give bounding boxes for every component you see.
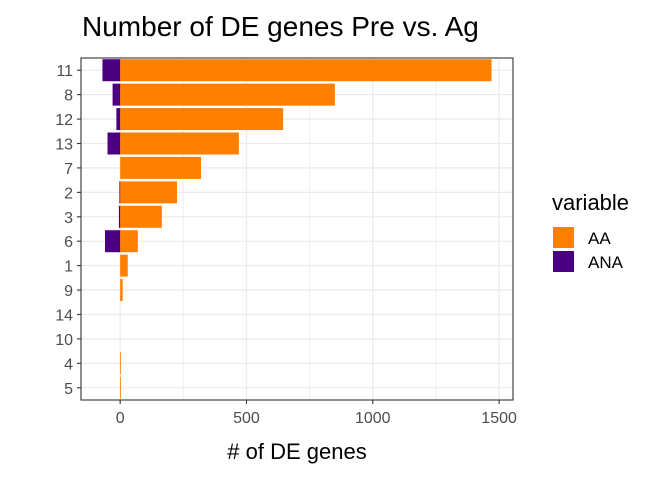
bar-ana-12 xyxy=(116,108,121,131)
bar-ana-3 xyxy=(118,205,121,228)
bar-ana-11 xyxy=(102,59,121,82)
bar-aa-3 xyxy=(120,205,162,228)
plot-area: 11 8 12 13 7 2 3 6 1 9 14 10 4 5 0 500 1000 1500 xyxy=(55,57,517,427)
bar-ana-6 xyxy=(105,230,121,253)
x-tick-label: 1000 xyxy=(355,410,391,427)
bar-aa-13 xyxy=(120,132,239,155)
y-tick-label: 1 xyxy=(64,259,73,276)
y-tick-label: 11 xyxy=(56,63,73,80)
legend-title: variable xyxy=(552,190,629,215)
x-axis-title: # of DE genes xyxy=(227,439,366,464)
bar-aa-12 xyxy=(120,108,284,131)
bar-aa-4 xyxy=(120,352,121,375)
panel-border xyxy=(80,57,514,401)
x-tick-label: 1500 xyxy=(481,410,517,427)
x-tick-label: 0 xyxy=(116,410,125,427)
bar-aa-5 xyxy=(120,376,121,399)
bar-aa-6 xyxy=(120,230,138,253)
bar-ana-2 xyxy=(119,181,121,204)
x-tick-label: 500 xyxy=(233,410,260,427)
legend-label-ana: ANA xyxy=(588,253,624,272)
bar-ana-13 xyxy=(107,132,121,155)
y-tick-label: 12 xyxy=(55,112,73,129)
bar-aa-2 xyxy=(120,181,177,204)
y-tick-label: 5 xyxy=(64,381,73,398)
y-tick-label: 7 xyxy=(64,161,73,178)
y-tick-label: 10 xyxy=(55,332,73,349)
y-tick-label: 8 xyxy=(64,88,73,105)
legend-key-ana xyxy=(553,251,574,272)
y-tick-label: 3 xyxy=(64,210,73,227)
bar-aa-8 xyxy=(120,83,335,106)
y-tick-label: 9 xyxy=(64,283,73,300)
chart-title: Number of DE genes Pre vs. Ag xyxy=(82,11,479,42)
y-tick-label: 4 xyxy=(64,356,73,373)
y-tick-label: 2 xyxy=(64,185,73,202)
bar-aa-7 xyxy=(120,156,201,179)
bar-aa-9 xyxy=(120,279,123,302)
legend-key-aa xyxy=(553,227,574,248)
bar-aa-11 xyxy=(120,59,492,82)
y-tick-label: 14 xyxy=(55,308,73,325)
legend: variable AA ANA xyxy=(552,190,629,272)
y-tick-label: 13 xyxy=(55,137,73,154)
legend-label-aa: AA xyxy=(588,229,611,248)
y-tick-label: 6 xyxy=(64,234,73,251)
bar-aa-1 xyxy=(120,254,128,277)
bar-ana-8 xyxy=(112,83,121,106)
